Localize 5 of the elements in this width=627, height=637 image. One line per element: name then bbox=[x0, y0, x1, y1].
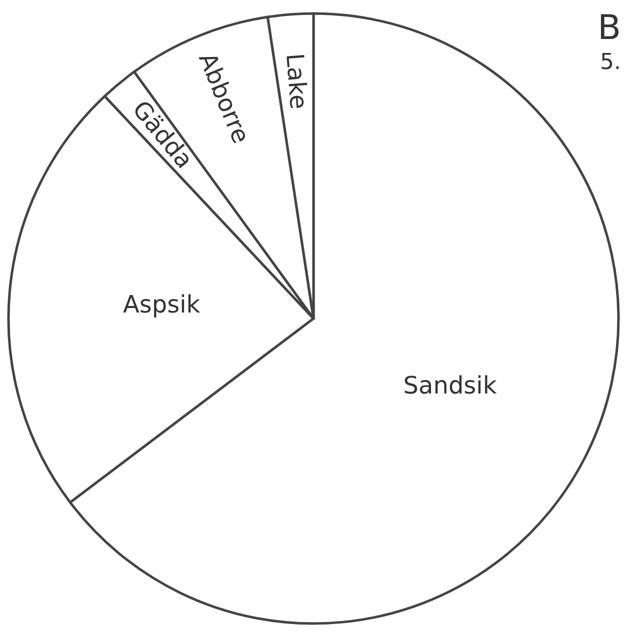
text: 5. bbox=[600, 50, 621, 75]
text: B bbox=[598, 8, 621, 48]
slice-label: Sandsik bbox=[403, 371, 497, 400]
slice-label: Aspsik bbox=[122, 290, 200, 319]
slice-label: Lake bbox=[280, 52, 313, 110]
